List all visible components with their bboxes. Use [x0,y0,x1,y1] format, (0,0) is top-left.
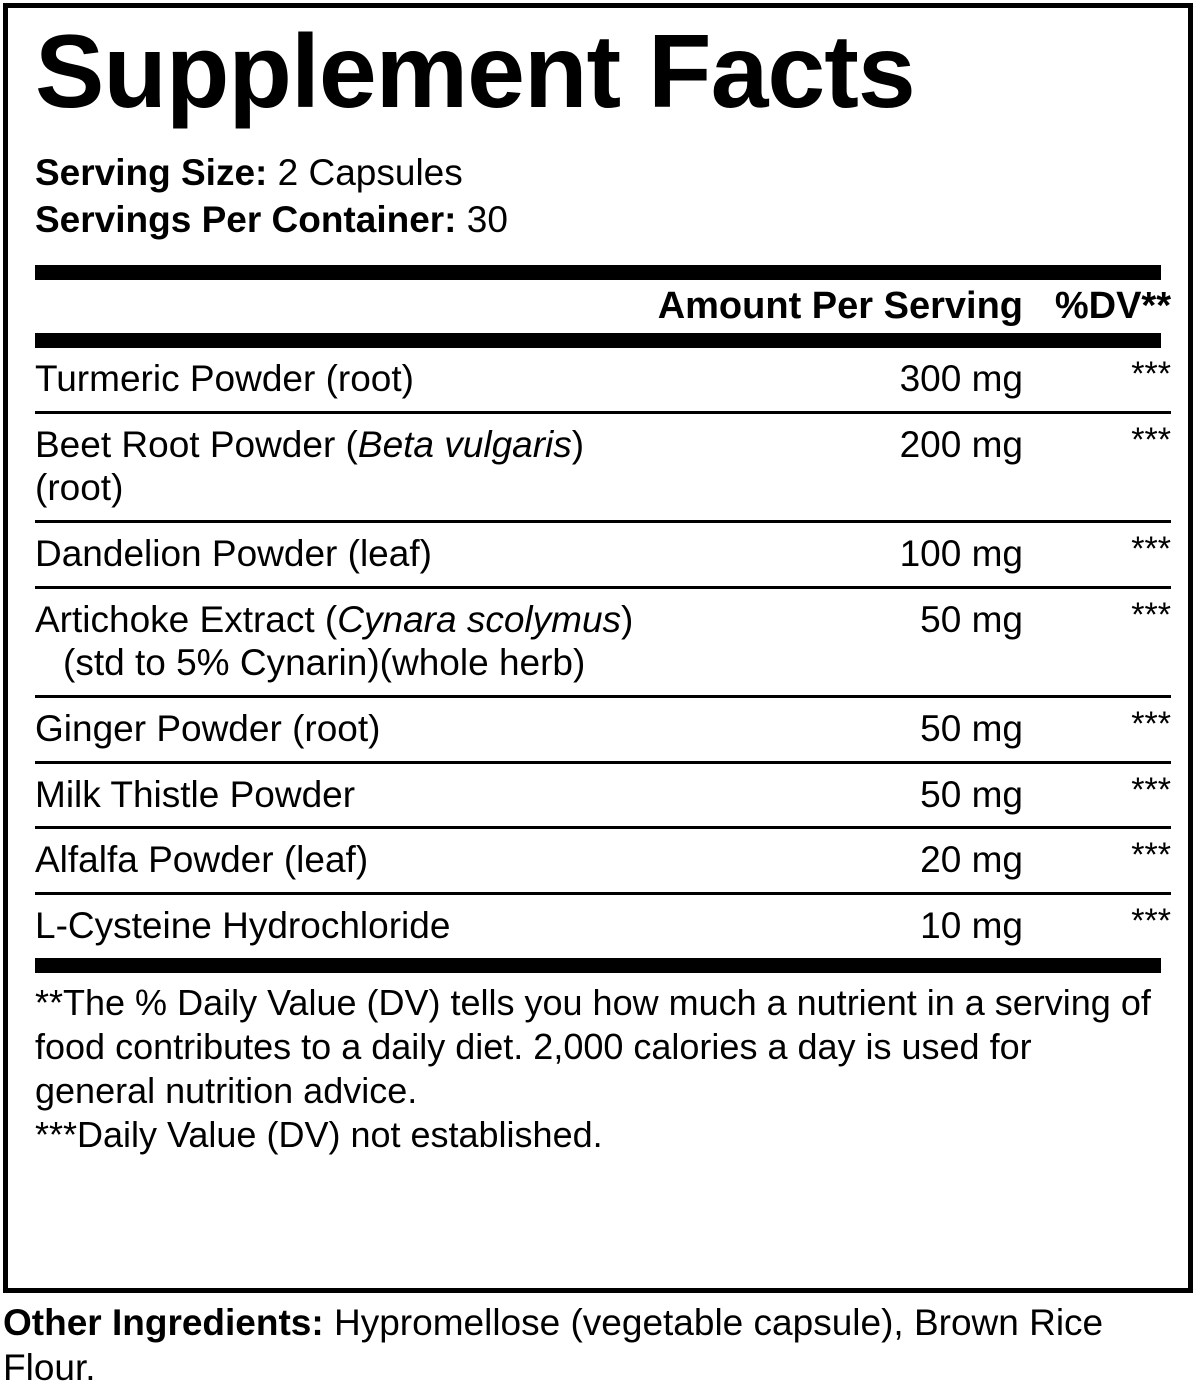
row-separator [35,410,1171,414]
footnote-daily-value-explanation: **The % Daily Value (DV) tells you how m… [35,981,1151,1112]
table-row: Ginger Powder (root) 50 mg *** [35,698,1171,761]
row-separator-line [35,826,1171,830]
supplement-facts-panel: Supplement Facts Serving Size: 2 Capsule… [3,3,1193,1293]
divider-bar-top [35,265,1161,281]
ingredient-daily-value: *** [1131,355,1171,394]
servings-per-container-line: Servings Per Container: 30 [35,197,1161,244]
serving-info: Serving Size: 2 Capsules Servings Per Co… [35,150,1161,243]
ingredient-scientific-name: Beta vulgaris [357,423,572,465]
header-daily-value: %DV** [1054,285,1171,328]
ingredient-name-text: Beet Root Powder ( [35,423,358,465]
ingredient-name: Alfalfa Powder (leaf) [35,829,655,892]
divider-bar-header [35,333,1161,349]
ingredient-name-text: Dandelion Powder (leaf) [35,533,432,575]
serving-size-label: Serving Size: [35,152,268,193]
other-ingredients-separator: : [311,1302,334,1343]
table-row: Turmeric Powder (root) 300 mg *** [35,348,1171,411]
header-amount-per-serving: Amount Per Serving [657,285,1023,328]
table-row: Milk Thistle Powder 50 mg *** [35,764,1171,827]
ingredient-name: Ginger Powder (root) [35,698,655,761]
row-separator-line [35,410,1171,414]
ingredient-name-text: Ginger Powder (root) [35,708,381,750]
ingredient-daily-value: *** [1131,770,1171,809]
ingredient-amount: 200 mg [899,423,1023,465]
ingredient-name-text: Turmeric Powder (root) [35,358,414,400]
header-blank [35,280,655,333]
ingredient-amount: 50 mg [920,773,1023,815]
ingredients-table: Turmeric Powder (root) 300 mg *** Beet R… [35,348,1171,958]
row-separator [35,695,1171,699]
ingredient-name-suffix: ) [621,598,634,640]
ingredient-daily-value: *** [1131,836,1171,875]
row-separator [35,520,1171,524]
ingredient-name-text: Milk Thistle Powder [35,773,356,815]
other-ingredients-block: Other Ingredients: Hypromellose (vegetab… [3,1300,1183,1390]
row-separator-line [35,892,1171,896]
page-title: Supplement Facts [35,14,916,130]
ingredient-daily-value: *** [1131,420,1171,459]
footnote-dv-not-established: ***Daily Value (DV) not established. [35,1114,603,1156]
table-row: L-Cysteine Hydrochloride 10 mg *** [35,895,1171,958]
ingredient-sub-line: (std to 5% Cynarin)(whole herb) [63,642,586,684]
other-ingredients-label: Other Ingredients [3,1302,312,1343]
ingredient-name-suffix: )(root) [35,423,585,509]
row-separator-line [35,520,1171,524]
ingredient-name: Artichoke Extract (Cynara scolymus) (std… [35,589,655,695]
servings-per-container-value: 30 [466,198,508,240]
ingredient-name: Turmeric Powder (root) [35,348,655,411]
ingredient-name-text: Alfalfa Powder (leaf) [35,839,369,881]
other-ingredients-text: Hypromellose (vegetable capsule), Brown … [3,1302,1104,1389]
row-separator [35,760,1171,764]
table-row: Dandelion Powder (leaf) 100 mg *** [35,523,1171,586]
divider-bar-footnotes [35,957,1161,973]
ingredient-daily-value: *** [1131,902,1171,941]
ingredient-name-text: Artichoke Extract ( [35,598,338,640]
ingredient-amount: 20 mg [920,839,1023,881]
table-row: Beet Root Powder (Beta vulgaris)(root) 2… [35,414,1171,520]
row-separator [35,585,1171,589]
ingredient-name: Dandelion Powder (leaf) [35,523,655,586]
serving-size-value: 2 Capsules [277,152,463,193]
ingredient-daily-value: *** [1131,530,1171,569]
ingredient-amount: 50 mg [920,708,1023,750]
ingredient-name-text: L-Cysteine Hydrochloride [35,905,451,947]
servings-per-container-label: Servings Per Container: [35,198,457,240]
ingredient-name: L-Cysteine Hydrochloride [35,895,655,958]
supplement-facts-table: Amount Per Serving %DV** [35,280,1171,333]
ingredient-daily-value: *** [1131,705,1171,744]
row-separator [35,826,1171,830]
row-separator [35,892,1171,896]
ingredient-amount: 50 mg [920,598,1023,640]
row-separator-line [35,760,1171,764]
ingredient-amount: 10 mg [920,905,1023,947]
table-header-row: Amount Per Serving %DV** [35,280,1171,333]
row-separator-line [35,695,1171,699]
ingredient-amount: 300 mg [899,358,1023,400]
serving-size-line: Serving Size: 2 Capsules [35,150,1161,197]
table-row: Alfalfa Powder (leaf) 20 mg *** [35,829,1171,892]
footnotes-block: **The % Daily Value (DV) tells you how m… [35,981,1161,1158]
ingredient-name: Beet Root Powder (Beta vulgaris)(root) [35,414,655,520]
ingredient-scientific-name: Cynara scolymus [337,598,622,640]
ingredient-daily-value: *** [1131,595,1171,634]
ingredient-name: Milk Thistle Powder [35,764,655,827]
row-separator-line [35,585,1171,589]
table-row: Artichoke Extract (Cynara scolymus) (std… [35,589,1171,695]
ingredient-amount: 100 mg [899,533,1023,575]
